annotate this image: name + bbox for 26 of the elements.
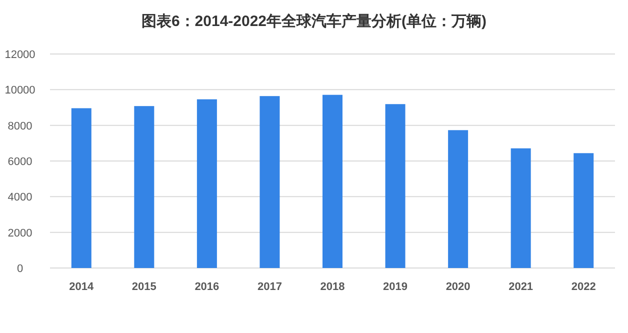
x-tick-label: 2018 — [320, 281, 345, 293]
x-tick-label: 2014 — [69, 281, 94, 293]
x-tick-label: 2016 — [194, 281, 220, 293]
bar — [71, 108, 92, 268]
x-tick-label: 2015 — [132, 281, 156, 293]
bar — [260, 96, 280, 268]
y-tick-label: 0 — [16, 263, 24, 275]
bar — [322, 94, 342, 268]
bar — [385, 104, 406, 268]
y-tick-label: 10000 — [4, 84, 36, 97]
y-tick-label: 2000 — [8, 227, 32, 240]
x-tick-label: 2022 — [571, 281, 596, 293]
x-tick-label: 2017 — [257, 281, 282, 293]
x-tick-label: 2021 — [508, 281, 534, 293]
y-tick-label: 6000 — [8, 156, 32, 168]
bar — [574, 153, 594, 268]
bar — [510, 148, 531, 268]
y-tick-label: 12000 — [4, 49, 36, 61]
bar — [196, 99, 217, 268]
x-tick-label: 2019 — [383, 281, 408, 293]
bar — [134, 106, 154, 268]
x-tick-label: 2020 — [446, 281, 470, 293]
bar — [448, 130, 468, 268]
chart-title: 图表6：2014-2022年全球汽车产量分析(单位：万辆) — [141, 12, 487, 30]
y-tick-label: 4000 — [8, 192, 32, 204]
y-tick-label: 8000 — [8, 120, 32, 132]
